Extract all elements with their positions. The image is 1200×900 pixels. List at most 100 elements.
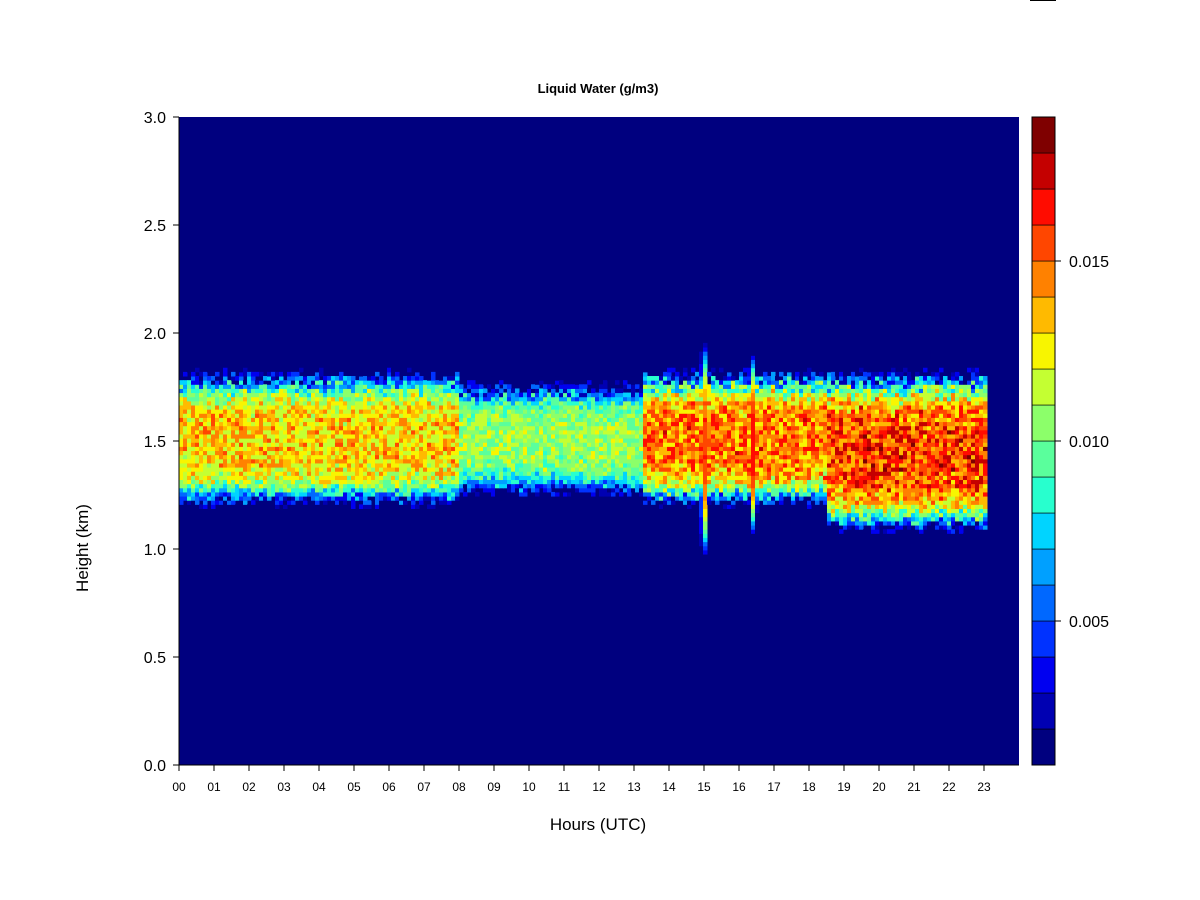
heatmap-cell [651,413,656,418]
heatmap-cell [631,409,636,414]
heatmap-cell [799,491,804,497]
heatmap-cell [383,496,388,501]
heatmap-cell [715,479,720,485]
heatmap-cell [199,417,204,423]
heatmap-cell [511,442,516,447]
heatmap-cell [535,400,540,406]
heatmap-cell [795,429,800,435]
heatmap-cell [559,425,564,431]
heatmap-cell [643,450,648,456]
heatmap-cell [623,483,628,489]
heatmap-cell [195,413,200,418]
heatmap-cell [247,413,252,418]
heatmap-cell [827,500,832,505]
heatmap-cell [779,433,784,439]
heatmap-cell [291,467,296,472]
heatmap-cell [755,475,760,481]
heatmap-cell [383,429,388,435]
heatmap-cell [631,454,636,460]
heatmap-cell [319,380,324,385]
heatmap-cell [639,425,644,431]
heatmap-cell [371,376,376,381]
heatmap-cell [819,475,824,481]
heatmap-cell [247,467,252,472]
heatmap-cell [679,475,684,481]
heatmap-cell [407,442,412,447]
heatmap-cell [571,429,576,435]
heatmap-cell [759,417,764,423]
heatmap-cell [355,450,360,456]
heatmap-cell [667,367,672,373]
heatmap-cell [795,405,800,410]
heatmap-cell [667,413,672,418]
heatmap-cell [543,479,548,485]
heatmap-cell [399,421,404,427]
heatmap-cell [283,384,288,389]
heatmap-cell [831,450,836,456]
heatmap-cell [287,438,292,443]
heatmap-cell [707,413,712,418]
heatmap-cell [575,475,580,481]
heatmap-cell [683,483,688,489]
heatmap-cell [335,392,340,398]
heatmap-cell [703,512,708,518]
heatmap-cell [355,454,360,460]
heatmap-cell [759,376,764,381]
heatmap-cell [391,467,396,472]
heatmap-cell [687,458,692,464]
heatmap-cell [675,392,680,398]
heatmap-cell [251,425,256,431]
heatmap-cell [399,450,404,456]
heatmap-cell [471,438,476,443]
heatmap-cell [471,413,476,418]
heatmap-cell [247,475,252,481]
heatmap-cell [283,380,288,385]
heatmap-cell [571,471,576,476]
heatmap-cell [243,487,248,493]
heatmap-cell [747,421,752,427]
heatmap-cell [387,467,392,472]
heatmap-cell [483,438,488,443]
heatmap-cell [815,462,820,468]
heatmap-cell [539,425,544,431]
heatmap-cell [203,496,208,501]
heatmap-cell [471,442,476,447]
heatmap-cell [351,396,356,402]
heatmap-cell [779,396,784,402]
heatmap-cell [807,388,812,394]
heatmap-cell [231,458,236,464]
heatmap-cell [463,421,468,427]
heatmap-cell [179,392,184,398]
heatmap-cell [327,413,332,418]
heatmap-cell [391,442,396,447]
heatmap-cell [687,425,692,431]
heatmap-cell [179,467,184,472]
heatmap-cell [387,367,392,373]
heatmap-cell [655,454,660,460]
heatmap-cell [823,400,828,406]
heatmap-cell [771,496,776,501]
heatmap-cell [231,396,236,402]
heatmap-cell [767,479,772,485]
heatmap-cell [335,446,340,452]
heatmap-cell [499,471,504,476]
heatmap-cell [287,446,292,452]
heatmap-cell [495,491,500,497]
heatmap-cell [647,388,652,394]
heatmap-cell [727,396,732,402]
heatmap-cell [535,438,540,443]
heatmap-cell [443,429,448,435]
heatmap-cell [775,433,780,439]
heatmap-cell [671,425,676,431]
heatmap-cell [583,400,588,406]
heatmap-cell [475,479,480,485]
heatmap-cell [487,446,492,452]
heatmap-cell [479,400,484,406]
heatmap-cell [787,438,792,443]
heatmap-cell [463,462,468,468]
heatmap-cell [779,467,784,472]
heatmap-cell [707,442,712,447]
heatmap-cell [699,458,704,464]
heatmap-cell [831,388,836,394]
heatmap-cell [579,396,584,402]
